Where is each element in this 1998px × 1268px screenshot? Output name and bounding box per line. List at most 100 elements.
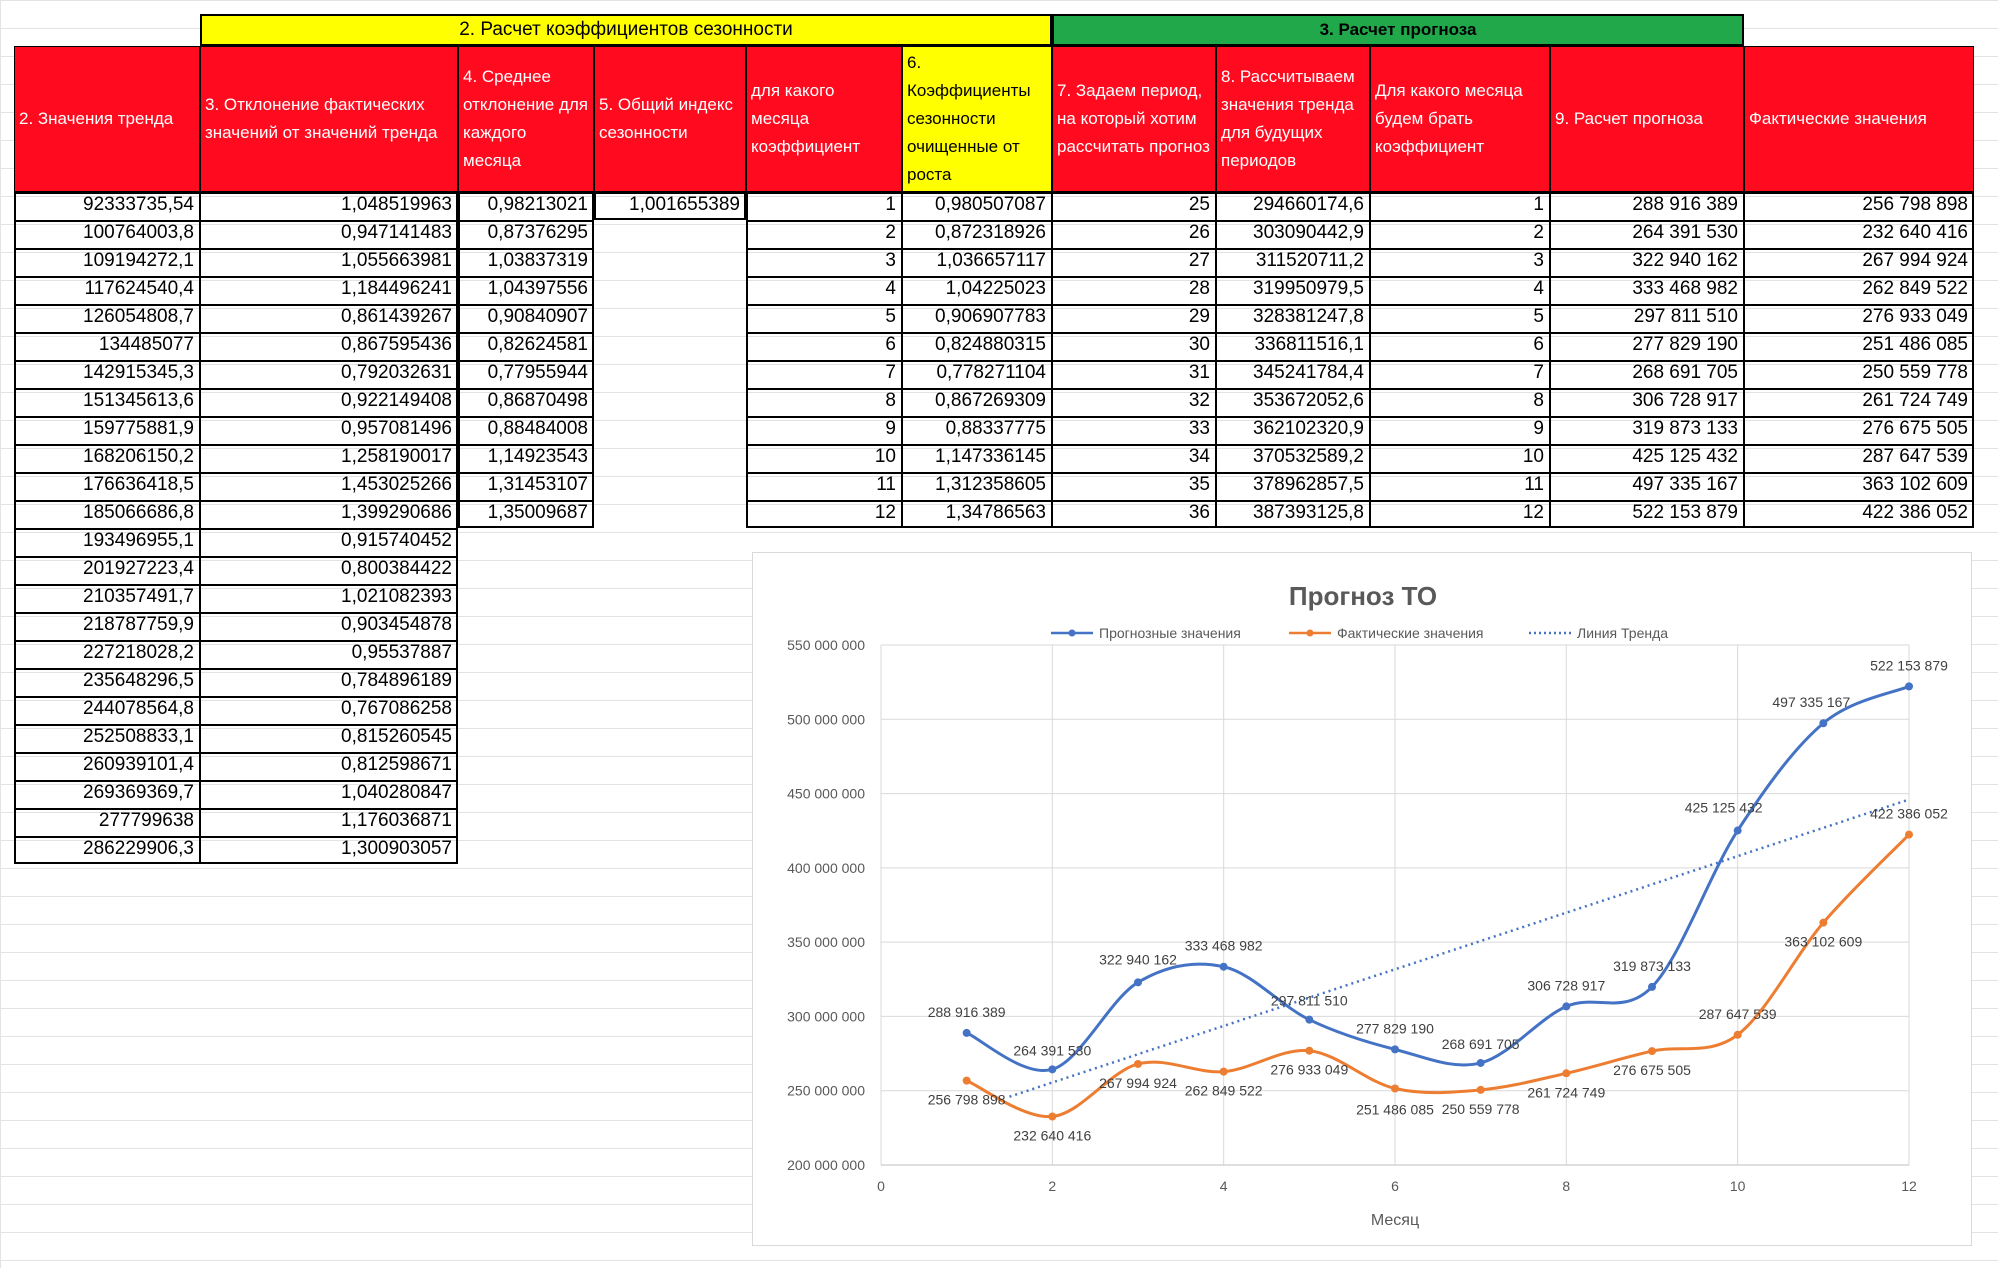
month-for-coef-cell[interactable]: 5 — [885, 306, 896, 327]
actual-cell[interactable]: 276 933 049 — [1862, 306, 1968, 327]
forecast-cell[interactable]: 268 691 705 — [1632, 362, 1738, 383]
deviation-cell[interactable]: 0,922149408 — [341, 390, 452, 411]
coef-clean-cell[interactable]: 0,778271104 — [936, 362, 1046, 383]
deviation-cell[interactable]: 1,176036871 — [341, 810, 452, 831]
general-index-cell[interactable]: 1,001655389 — [629, 194, 740, 215]
trend-value-cell[interactable]: 185066686,8 — [83, 502, 194, 523]
deviation-cell[interactable]: 0,957081496 — [341, 418, 452, 439]
period-cell[interactable]: 36 — [1188, 502, 1210, 523]
month-use-cell[interactable]: 11 — [1524, 474, 1544, 495]
trend-value-cell[interactable]: 159775881,9 — [83, 418, 194, 439]
avg-deviation-cell[interactable]: 0,82624581 — [487, 334, 588, 355]
month-for-coef-cell[interactable]: 10 — [874, 446, 896, 467]
trend-value-cell[interactable]: 286229906,3 — [83, 838, 194, 859]
coef-clean-cell[interactable]: 1,34786563 — [945, 502, 1046, 523]
column-header-6[interactable]: 6. Коэффициенты сезонности очищенные от … — [902, 46, 1052, 192]
month-for-coef-cell[interactable]: 11 — [876, 474, 896, 495]
coef-clean-cell[interactable]: 0,906907783 — [935, 306, 1046, 327]
avg-deviation-cell[interactable]: 0,86870498 — [487, 390, 588, 411]
actual-cell[interactable]: 232 640 416 — [1862, 222, 1968, 243]
forecast-cell[interactable]: 333 468 982 — [1632, 278, 1738, 299]
avg-deviation-cell[interactable]: 0,88484008 — [487, 418, 588, 439]
actual-cell[interactable]: 276 675 505 — [1862, 418, 1968, 439]
actual-cell[interactable]: 250 559 778 — [1862, 362, 1968, 383]
month-use-cell[interactable]: 1 — [1533, 194, 1544, 215]
forecast-cell[interactable]: 288 916 389 — [1632, 194, 1738, 215]
trend-value-cell[interactable]: 168206150,2 — [83, 446, 194, 467]
trend-value-cell[interactable]: 260939101,4 — [83, 754, 194, 775]
forecast-cell[interactable]: 522 153 879 — [1632, 502, 1738, 523]
month-for-coef-cell[interactable]: 9 — [885, 418, 896, 439]
forecast-cell[interactable]: 319 873 133 — [1632, 418, 1738, 439]
month-use-cell[interactable]: 7 — [1533, 362, 1544, 383]
deviation-cell[interactable]: 1,021082393 — [341, 586, 452, 607]
month-for-coef-cell[interactable]: 7 — [885, 362, 896, 383]
coef-clean-cell[interactable]: 1,036657117 — [936, 250, 1046, 271]
forecast-chart[interactable]: Прогноз ТО 200 000 000 250 000 000 300 000 … — [752, 552, 1972, 1246]
trend-future-cell[interactable]: 303090442,9 — [1253, 222, 1364, 243]
deviation-cell[interactable]: 0,800384422 — [341, 558, 452, 579]
deviation-cell[interactable]: 1,399290686 — [341, 502, 452, 523]
coef-clean-cell[interactable]: 1,147336145 — [935, 446, 1046, 467]
trend-value-cell[interactable]: 92333735,54 — [83, 194, 194, 215]
month-for-coef-cell[interactable]: 3 — [885, 250, 896, 271]
avg-deviation-cell[interactable]: 1,35009687 — [487, 502, 588, 523]
forecast-cell[interactable]: 497 335 167 — [1632, 474, 1738, 495]
column-header-8[interactable]: 8. Рассчитываем значения тренда для буду… — [1216, 46, 1370, 192]
column-header-4[interactable]: 5. Общий индекс сезонности — [594, 46, 746, 192]
actual-cell[interactable]: 267 994 924 — [1862, 250, 1968, 271]
deviation-cell[interactable]: 1,300903057 — [341, 838, 452, 859]
month-for-coef-cell[interactable]: 6 — [885, 334, 896, 355]
avg-deviation-cell[interactable]: 1,04397556 — [487, 278, 588, 299]
trend-value-cell[interactable]: 252508833,1 — [83, 726, 194, 747]
trend-value-cell[interactable]: 235648296,5 — [83, 670, 194, 691]
deviation-cell[interactable]: 1,048519963 — [341, 194, 452, 215]
period-cell[interactable]: 32 — [1188, 390, 1210, 411]
avg-deviation-cell[interactable]: 0,77955944 — [487, 362, 588, 383]
period-cell[interactable]: 26 — [1188, 222, 1210, 243]
trend-value-cell[interactable]: 109194272,1 — [83, 250, 194, 271]
trend-value-cell[interactable]: 210357491,7 — [83, 586, 194, 607]
month-use-cell[interactable]: 8 — [1533, 390, 1544, 411]
period-cell[interactable]: 35 — [1188, 474, 1210, 495]
month-use-cell[interactable]: 4 — [1533, 278, 1544, 299]
trend-future-cell[interactable]: 336811516,1 — [1254, 334, 1364, 355]
deviation-cell[interactable]: 0,812598671 — [341, 754, 452, 775]
actual-cell[interactable]: 422 386 052 — [1862, 502, 1968, 523]
forecast-cell[interactable]: 322 940 162 — [1632, 250, 1738, 271]
avg-deviation-cell[interactable]: 0,90840907 — [487, 306, 588, 327]
deviation-cell[interactable]: 0,95537887 — [351, 642, 452, 663]
deviation-cell[interactable]: 0,792032631 — [341, 362, 452, 383]
column-header-10[interactable]: 9. Расчет прогноза — [1550, 46, 1744, 192]
month-for-coef-cell[interactable]: 8 — [885, 390, 896, 411]
trend-value-cell[interactable]: 277799638 — [98, 810, 194, 831]
coef-clean-cell[interactable]: 1,312358605 — [935, 474, 1046, 495]
column-header-3[interactable]: 4. Среднее отклонение для каждого месяца — [458, 46, 594, 192]
deviation-cell[interactable]: 1,055663981 — [341, 250, 452, 271]
coef-clean-cell[interactable]: 0,824880315 — [935, 334, 1046, 355]
month-use-cell[interactable]: 3 — [1533, 250, 1544, 271]
trend-value-cell[interactable]: 218787759,9 — [83, 614, 194, 635]
deviation-cell[interactable]: 0,784896189 — [341, 670, 452, 691]
column-header-11[interactable]: Фактические значения — [1744, 46, 1974, 192]
month-use-cell[interactable]: 6 — [1533, 334, 1544, 355]
deviation-cell[interactable]: 1,040280847 — [341, 782, 452, 803]
period-cell[interactable]: 27 — [1188, 250, 1210, 271]
avg-deviation-cell[interactable]: 1,31453107 — [487, 474, 588, 495]
column-header-9[interactable]: Для какого месяца будем брать коэффициен… — [1370, 46, 1550, 192]
trend-future-cell[interactable]: 370532589,2 — [1253, 446, 1364, 467]
trend-future-cell[interactable]: 345241784,4 — [1253, 362, 1364, 383]
month-for-coef-cell[interactable]: 1 — [885, 194, 896, 215]
trend-future-cell[interactable]: 387393125,8 — [1253, 502, 1364, 523]
avg-deviation-cell[interactable]: 0,98213021 — [487, 194, 588, 215]
trend-future-cell[interactable]: 328381247,8 — [1253, 306, 1364, 327]
actual-cell[interactable]: 287 647 539 — [1862, 446, 1968, 467]
forecast-cell[interactable]: 425 125 432 — [1632, 446, 1738, 467]
avg-deviation-cell[interactable]: 0,87376295 — [487, 222, 588, 243]
avg-deviation-cell[interactable]: 1,03837319 — [487, 250, 588, 271]
trend-value-cell[interactable]: 269369369,7 — [83, 782, 194, 803]
trend-value-cell[interactable]: 176636418,5 — [83, 474, 194, 495]
column-header-2[interactable]: 3. Отклонение фактических значений от зн… — [200, 46, 458, 192]
deviation-cell[interactable]: 0,867595436 — [341, 334, 452, 355]
deviation-cell[interactable]: 0,815260545 — [341, 726, 452, 747]
